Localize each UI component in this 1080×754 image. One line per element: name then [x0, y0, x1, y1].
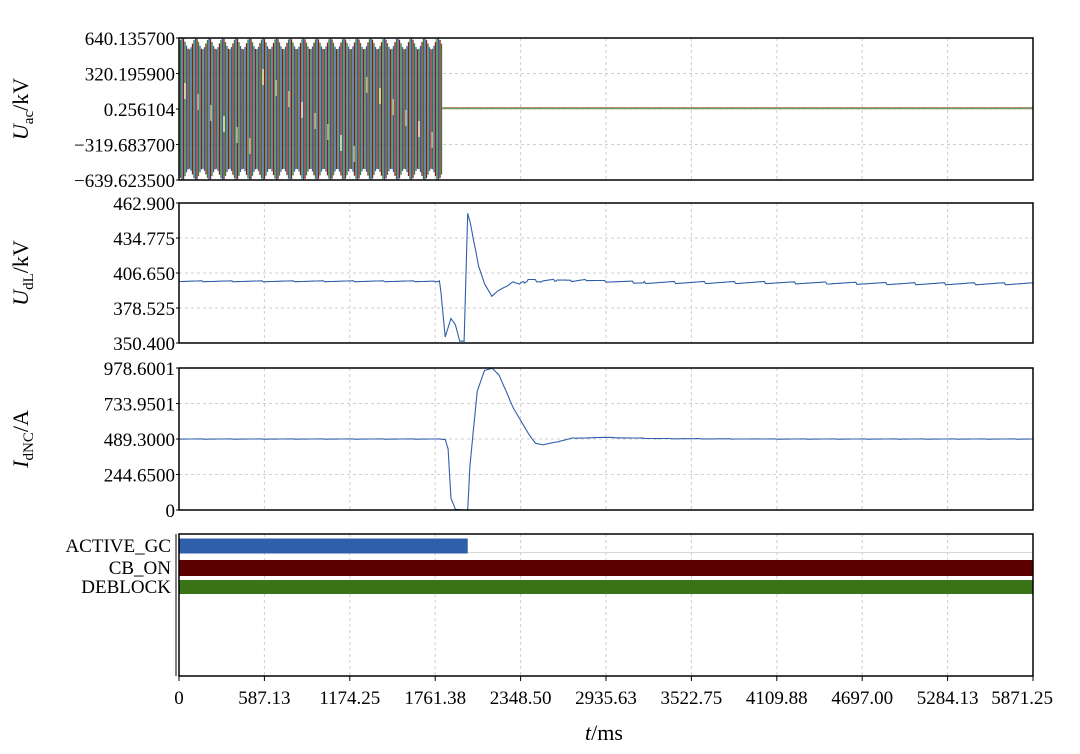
plot-frame — [178, 202, 1034, 344]
signal-label: DEBLOCK — [81, 577, 171, 598]
plot-frame — [178, 37, 1034, 181]
y-axis-label: IdNC/A — [8, 410, 37, 469]
panel-idnc: 978.6001 733.9501 489.3000 244.6500 0 IdNC/A — [8, 359, 1034, 522]
y-tick-label: 640.135700 — [85, 29, 175, 50]
y-tick-label: 489.3000 — [104, 430, 175, 451]
y-tick-label: −319.683700 — [74, 136, 175, 157]
signal-label: ACTIVE_GC — [65, 536, 171, 557]
x-tick-label: 2935.63 — [575, 688, 637, 709]
y-axis-label: UdL/kV — [8, 240, 37, 306]
plot-frame — [178, 367, 1034, 511]
y-tick-label: 733.9501 — [104, 395, 175, 416]
y-tick-label: 350.400 — [113, 334, 175, 355]
panel-uac: 640.135700 320.195900 0.256104 −319.683700 −… — [8, 29, 1034, 192]
y-tick-label: 978.6001 — [104, 359, 175, 380]
x-axis: 0 587.13 1174.25 1761.38 2348.50 2935.63 3522.… — [174, 676, 1053, 745]
x-tick-label: 1174.25 — [319, 688, 380, 709]
x-tick-label: 587.13 — [238, 688, 290, 709]
x-tick-label: 5284.13 — [917, 688, 979, 709]
x-axis-label: t/ms — [585, 720, 623, 745]
signal-label: CB_ON — [109, 558, 172, 579]
y-tick-label: 378.525 — [113, 299, 175, 320]
y-axis-label: Uac/kV — [8, 78, 37, 140]
y-tick-label: 434.775 — [113, 229, 175, 250]
y-tick-label: 0 — [166, 501, 176, 522]
x-tick-label: 4109.88 — [746, 688, 808, 709]
series-idnc — [179, 367, 1033, 511]
panel-udl: 462.900 434.775 406.650 378.525 350.400 UdL/k… — [8, 194, 1034, 355]
y-tick-label: 406.650 — [113, 264, 175, 285]
y-tick-label: 244.6500 — [104, 466, 175, 487]
x-tick-label: 5871.25 — [991, 688, 1053, 709]
waveform-uac — [179, 38, 1033, 180]
y-tick-label: 320.195900 — [85, 65, 175, 86]
signal-bar-cb-on — [179, 560, 1033, 576]
x-tick-label: 2348.50 — [490, 688, 552, 709]
x-tick-label: 3522.75 — [661, 688, 723, 709]
y-tick-label: −639.623500 — [74, 171, 175, 192]
series-udl — [179, 213, 1033, 342]
y-tick-label: 0.256104 — [104, 100, 176, 121]
x-tick-label: 0 — [174, 688, 184, 709]
signal-bar-deblock — [179, 580, 1033, 594]
signal-bar-active-gc — [179, 538, 468, 554]
x-tick-label: 4697.00 — [831, 688, 893, 709]
y-tick-label: 462.900 — [113, 194, 175, 215]
x-tick-label: 1761.38 — [404, 688, 466, 709]
